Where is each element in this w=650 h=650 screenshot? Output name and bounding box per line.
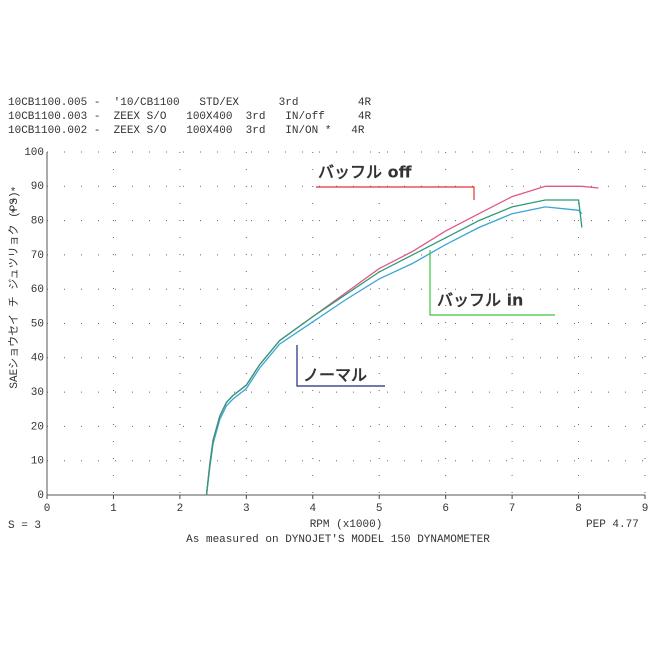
- y-tick-label: 100: [24, 147, 44, 159]
- y-tick-label: 30: [31, 387, 44, 399]
- x-tick-label: 7: [509, 503, 516, 515]
- y-tick-label: 20: [31, 421, 44, 433]
- legend-marker: *: [10, 187, 17, 199]
- annotation-leader: [296, 345, 385, 387]
- y-tick-label: 70: [31, 250, 44, 262]
- y-tick-label: 80: [31, 216, 44, 228]
- x-tick-label: 4: [309, 503, 316, 515]
- legend-marker: *: [10, 198, 17, 210]
- annotation-leader: [316, 186, 475, 200]
- x-tick-label: 6: [442, 503, 449, 515]
- y-tick-label: 0: [37, 490, 44, 502]
- x-tick-label: 2: [177, 503, 184, 515]
- smoothing-label: S = 3: [8, 520, 41, 532]
- footnote: As measured on DYNOJET'S MODEL 150 DYNAM…: [186, 534, 490, 546]
- x-tick-label: 9: [642, 503, 649, 515]
- x-axis-label: RPM (x1000): [310, 519, 383, 531]
- y-tick-label: 60: [31, 284, 44, 296]
- y-tick-label: 40: [31, 353, 44, 365]
- legend-marker: *: [10, 209, 17, 221]
- y-tick-label: 10: [31, 456, 44, 468]
- legend-entry: 10CB1100.003 - ZEEX S/O 100X400 3rd IN/o…: [8, 111, 371, 123]
- y-tick-label: 90: [31, 181, 44, 193]
- annotation: バッフル in: [437, 291, 523, 310]
- series-line: [205, 206, 583, 496]
- y-axis-label: SAEショウセイ チ ジュツリョク (PS): [7, 191, 21, 388]
- series-line: [205, 199, 583, 496]
- y-tick-label: 50: [31, 318, 44, 330]
- legend-entry: 10CB1100.002 - ZEEX S/O 100X400 3rd IN/O…: [8, 125, 365, 137]
- x-tick-label: 0: [44, 503, 51, 515]
- x-tick-label: 8: [575, 503, 582, 515]
- annotation: バッフル off: [318, 163, 413, 182]
- x-tick-label: 5: [376, 503, 383, 515]
- annotation: ノーマル: [303, 366, 367, 385]
- annotation-leader: [429, 250, 555, 316]
- legend-entry: 10CB1100.005 - '10/CB1100 STD/EX 3rd 4R: [8, 97, 371, 109]
- x-tick-label: 3: [243, 503, 250, 515]
- x-tick-label: 1: [110, 503, 117, 515]
- version-label: PEP 4.77: [586, 519, 639, 531]
